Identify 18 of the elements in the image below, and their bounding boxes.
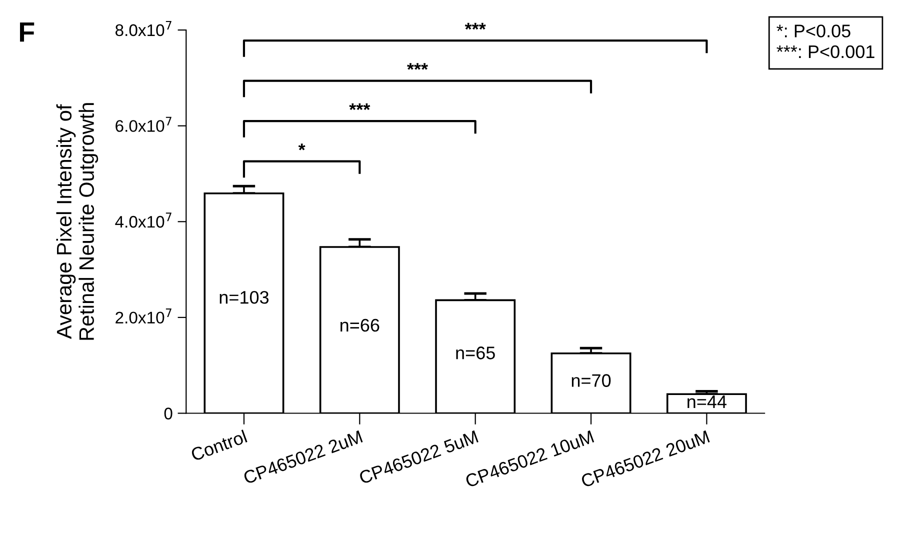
y-tick-label: 6.0x10$^{7}$ <box>116 116 172 132</box>
y-tick-label: 2.0x10$^{7}$ <box>116 308 172 324</box>
annotation: *** <box>407 63 428 70</box>
annotation: n=70 <box>572 374 611 387</box>
y-tick-label: 4.0x10$^{7}$ <box>115 212 172 228</box>
y-tick-label: 8.0x10$^{7}$ <box>116 21 172 36</box>
annotation: n=66 <box>340 318 380 332</box>
annotation: n=103 <box>220 290 269 304</box>
text: ***: P<0.001 <box>776 45 874 58</box>
annotation: n=44 <box>688 396 727 408</box>
annotation: * <box>298 144 306 150</box>
text: *** <box>464 22 486 30</box>
annotation: n=65 <box>456 346 495 360</box>
text: *: P<0.05 <box>776 24 850 38</box>
y-tick-label: 0 <box>164 408 172 420</box>
y-axis-title: Average Pixel Intensity of Retinal Neurite Outgrowth <box>56 103 98 340</box>
annotation: *** <box>349 103 370 110</box>
text: F <box>20 22 34 42</box>
